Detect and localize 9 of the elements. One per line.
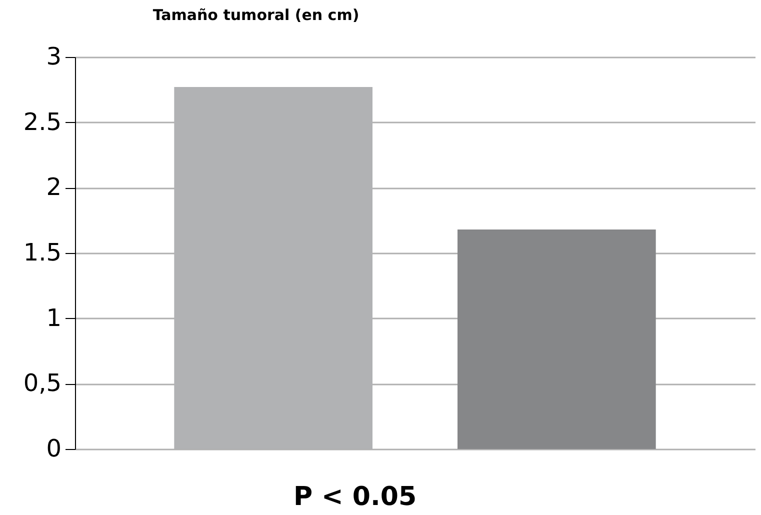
y-tick-label: 2.5 — [23, 108, 62, 136]
y-tick-label: 1.5 — [23, 238, 62, 266]
y-tick-label: 3 — [46, 42, 62, 70]
y-tick-label: 0,5 — [23, 369, 62, 398]
text: P < 0.05 — [293, 482, 417, 512]
y-tick-label: 0 — [46, 434, 62, 462]
y-tick-label: 1 — [46, 304, 62, 332]
y-tick-label: 2 — [46, 173, 62, 202]
chart-title: Tamaño tumoral (en cm) — [152, 6, 360, 24]
